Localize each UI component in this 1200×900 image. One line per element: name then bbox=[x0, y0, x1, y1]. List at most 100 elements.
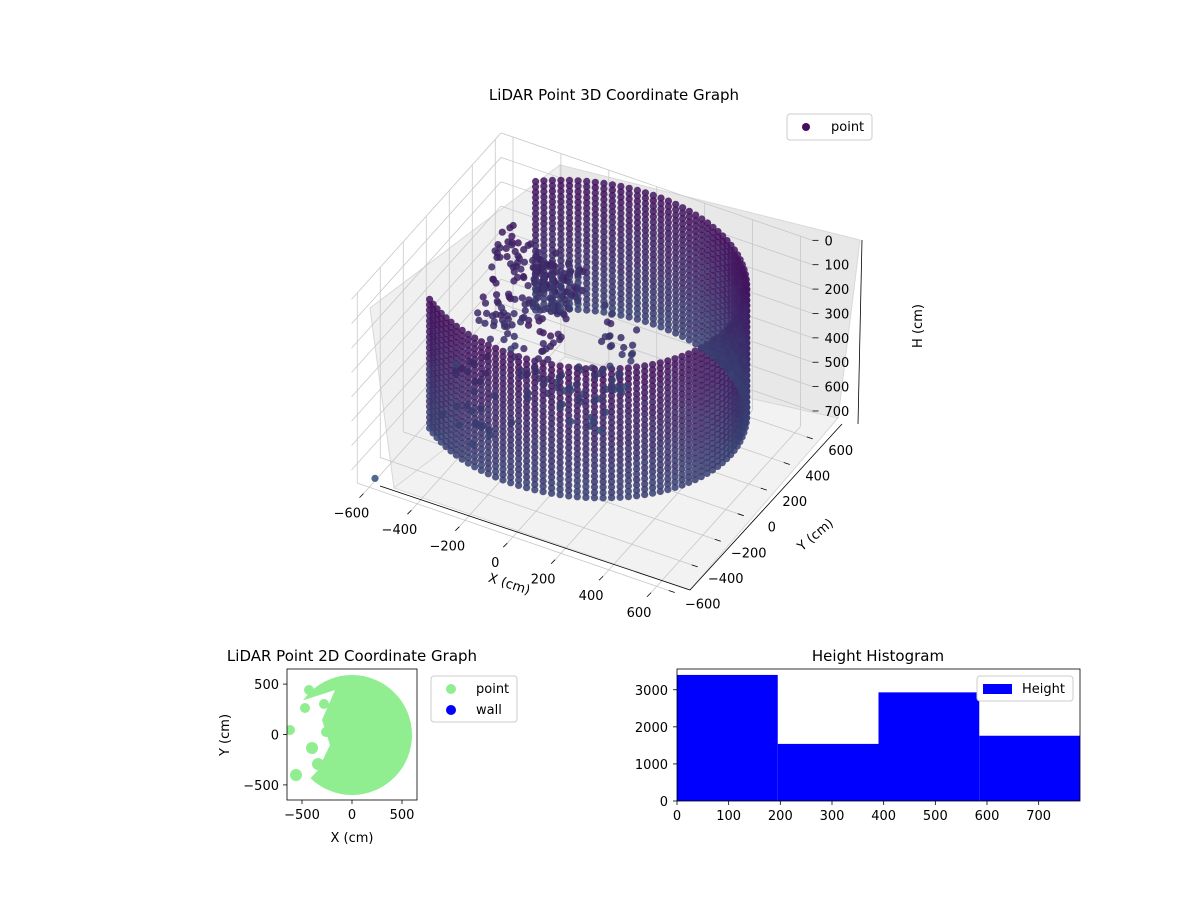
data-point bbox=[678, 417, 686, 425]
data-point bbox=[531, 432, 539, 440]
data-point bbox=[574, 214, 582, 222]
data-point bbox=[557, 230, 565, 238]
data-point bbox=[557, 219, 565, 227]
data-point bbox=[664, 288, 673, 296]
data-point bbox=[616, 472, 624, 480]
data-point bbox=[685, 377, 693, 385]
grid-floor-x bbox=[650, 426, 801, 594]
data-point bbox=[633, 304, 642, 312]
data-point bbox=[548, 251, 557, 260]
data-point bbox=[605, 332, 613, 341]
data-point bbox=[664, 315, 673, 323]
data-point bbox=[458, 439, 466, 447]
data-point bbox=[625, 302, 633, 310]
grid-wall-left-h bbox=[351, 132, 502, 300]
data-point bbox=[464, 421, 472, 430]
data-point bbox=[625, 275, 633, 284]
data-point bbox=[656, 402, 664, 410]
data-point bbox=[671, 478, 679, 486]
x-tick-label-2d: −500 bbox=[284, 808, 320, 823]
data-point bbox=[565, 438, 573, 446]
data-point bbox=[685, 336, 693, 344]
data-point bbox=[532, 279, 540, 287]
data-point bbox=[664, 310, 673, 318]
data-point bbox=[697, 392, 705, 400]
data-point bbox=[532, 263, 540, 271]
data-point bbox=[649, 382, 657, 390]
data-point bbox=[552, 378, 561, 387]
point-cloud-3d bbox=[371, 176, 751, 502]
data-point bbox=[608, 288, 617, 296]
data-point bbox=[515, 428, 523, 436]
data-point bbox=[484, 470, 492, 478]
data-point bbox=[617, 241, 625, 249]
data-point bbox=[540, 289, 548, 297]
data-point bbox=[704, 251, 712, 259]
data-point bbox=[633, 219, 642, 227]
data-point bbox=[625, 184, 633, 192]
data-point bbox=[599, 419, 607, 427]
data-point bbox=[698, 279, 706, 287]
data-point bbox=[664, 357, 672, 365]
data-point bbox=[656, 445, 664, 453]
data-point bbox=[649, 489, 657, 497]
data-point bbox=[565, 182, 574, 190]
data-point bbox=[672, 275, 680, 283]
data-point bbox=[685, 223, 693, 231]
data-point bbox=[704, 321, 712, 329]
data-point bbox=[477, 348, 485, 356]
data-point bbox=[573, 423, 581, 431]
data-point bbox=[540, 193, 548, 201]
data-point bbox=[656, 423, 664, 431]
data-point bbox=[657, 221, 665, 229]
data-point bbox=[708, 466, 717, 474]
data-point bbox=[573, 418, 581, 426]
data-point bbox=[709, 266, 717, 274]
data-point bbox=[531, 438, 539, 446]
data-point bbox=[704, 299, 712, 308]
data-point bbox=[633, 197, 642, 205]
x-tick-label: 600 bbox=[627, 606, 652, 621]
data-point bbox=[486, 335, 494, 343]
y-tick-mark bbox=[806, 436, 813, 440]
chart-3d: LiDAR Point 3D Coordinate Graph −600−600… bbox=[334, 86, 926, 621]
data-point bbox=[520, 274, 528, 282]
data-point bbox=[504, 330, 512, 338]
data-point bbox=[657, 296, 665, 304]
data-point bbox=[540, 263, 548, 271]
data-point bbox=[548, 403, 556, 412]
data-point bbox=[591, 210, 599, 219]
data-point bbox=[556, 469, 564, 477]
data-point bbox=[524, 389, 532, 397]
data-point bbox=[471, 452, 479, 460]
data-point bbox=[685, 256, 693, 264]
data-point bbox=[557, 214, 565, 222]
data-point bbox=[540, 198, 548, 206]
y-tick-label: −200 bbox=[731, 546, 767, 561]
data-point bbox=[685, 452, 693, 460]
data-point bbox=[625, 200, 633, 208]
data-point bbox=[672, 265, 680, 273]
data-point bbox=[685, 462, 693, 470]
data-point bbox=[608, 304, 617, 312]
data-point bbox=[664, 448, 672, 456]
data-point bbox=[574, 198, 582, 206]
data-point bbox=[498, 304, 506, 312]
data-point bbox=[492, 366, 500, 374]
z-tick-label: 0 bbox=[824, 234, 832, 249]
data-point bbox=[548, 479, 556, 487]
data-point bbox=[625, 313, 633, 321]
data-point bbox=[656, 359, 664, 367]
data-point bbox=[624, 375, 633, 383]
data-point bbox=[565, 460, 573, 468]
data-point bbox=[565, 374, 573, 382]
data-point bbox=[628, 349, 637, 357]
data-point bbox=[510, 277, 518, 285]
data-point bbox=[691, 443, 699, 452]
data-point bbox=[458, 407, 466, 415]
data-point bbox=[692, 302, 700, 310]
data-point bbox=[672, 222, 680, 230]
data-point bbox=[539, 370, 547, 378]
data-point bbox=[523, 478, 531, 486]
data-point bbox=[685, 315, 693, 323]
